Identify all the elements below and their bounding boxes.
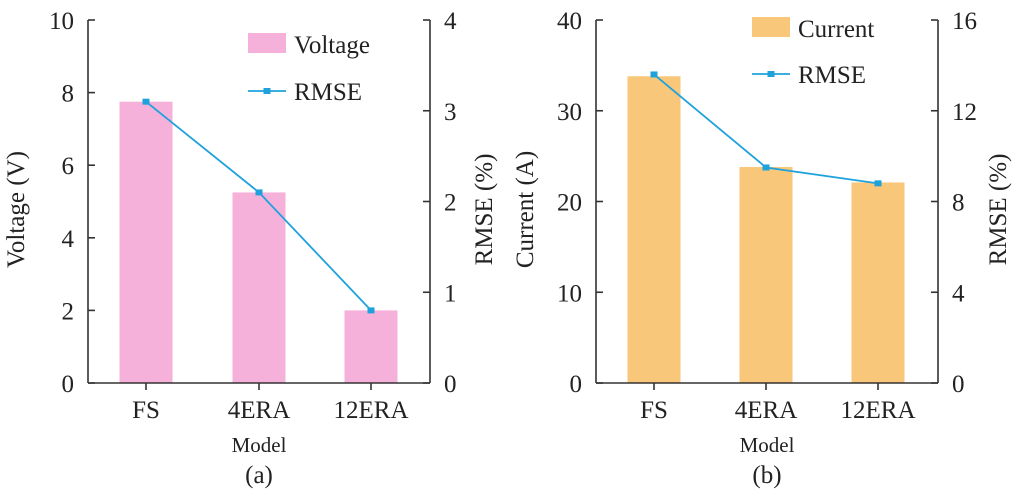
- panel-label: (a): [245, 462, 273, 489]
- legend-label-bar: Current: [798, 16, 874, 43]
- y-tick-label-left: 4: [62, 226, 75, 253]
- legend-swatch-marker: [263, 88, 271, 94]
- y-tick-label-right: 16: [952, 8, 977, 35]
- chart-panel-a: 0 2 4 6 8 10 0 1 2 3 4 FS 4ERA 12ERA Voltage (V) RMSE (…: [3, 8, 498, 489]
- x-axis-label: Model: [232, 433, 287, 457]
- y-tick-label-left: 0: [570, 371, 583, 398]
- y-axis-label-right: RMSE (%): [985, 154, 1012, 266]
- legend: Voltage RMSE: [248, 32, 370, 106]
- bar-current-12era: [851, 182, 905, 383]
- y-tick-label-left: 6: [62, 153, 75, 180]
- y-tick-label-right: 4: [952, 280, 965, 307]
- bar-current-4era: [739, 167, 793, 383]
- y-tick-label-right: 0: [444, 371, 457, 398]
- y-tick-label-left: 8: [62, 81, 75, 108]
- y-tick-label-left: 20: [557, 190, 582, 217]
- y-tick-label-right: 4: [444, 8, 457, 35]
- y-tick-label-right: 1: [444, 280, 457, 307]
- x-tick-label-4era: 4ERA: [228, 397, 291, 424]
- y-tick-label-right: 2: [444, 190, 457, 217]
- y-tick-label-left: 40: [557, 8, 582, 35]
- legend: Current RMSE: [752, 16, 874, 89]
- bar-voltage-12era: [344, 310, 398, 383]
- bar-current-fs: [627, 76, 681, 383]
- y-tick-label-left: 0: [62, 371, 75, 398]
- rmse-point-fs: [142, 98, 150, 105]
- panel-label: (b): [752, 462, 781, 489]
- y-tick-label-left: 2: [62, 298, 75, 325]
- x-tick-label-12era: 12ERA: [334, 397, 409, 424]
- rmse-point-4era: [762, 164, 770, 171]
- rmse-point-12era: [367, 307, 375, 314]
- y-axis-label-left: Voltage (V): [3, 151, 30, 268]
- y-tick-label-right: 0: [952, 371, 965, 398]
- chart-panel-b: 0 10 20 30 40 0 4 8 12 16 FS 4ERA 12ERA Current (A) RM…: [512, 8, 1012, 489]
- rmse-point-fs: [650, 71, 658, 78]
- y-tick-label-right: 3: [444, 99, 457, 126]
- legend-label-line: RMSE: [294, 79, 362, 106]
- x-tick-label-fs: FS: [640, 397, 668, 424]
- bar-voltage-fs: [119, 101, 173, 384]
- y-tick-label-left: 30: [557, 99, 582, 126]
- legend-swatch-bar: [248, 33, 286, 53]
- y-tick-label-right: 12: [952, 99, 977, 126]
- legend-label-line: RMSE: [798, 62, 866, 89]
- y-axis-label-right: RMSE (%): [471, 154, 498, 266]
- legend-swatch-bar: [752, 17, 790, 37]
- x-axis-label: Model: [740, 433, 795, 457]
- x-tick-label-12era: 12ERA: [841, 397, 916, 424]
- y-tick-label-left: 10: [557, 280, 582, 307]
- x-tick-label-fs: FS: [132, 397, 160, 424]
- rmse-point-4era: [255, 189, 263, 196]
- x-tick-label-4era: 4ERA: [735, 397, 798, 424]
- legend-swatch-marker: [767, 71, 775, 77]
- y-tick-label-right: 8: [952, 190, 965, 217]
- y-tick-label-left: 10: [49, 8, 74, 35]
- legend-label-bar: Voltage: [294, 32, 370, 59]
- rmse-point-12era: [874, 180, 882, 187]
- y-axis-label-left: Current (A): [512, 151, 539, 268]
- bar-voltage-4era: [232, 192, 286, 383]
